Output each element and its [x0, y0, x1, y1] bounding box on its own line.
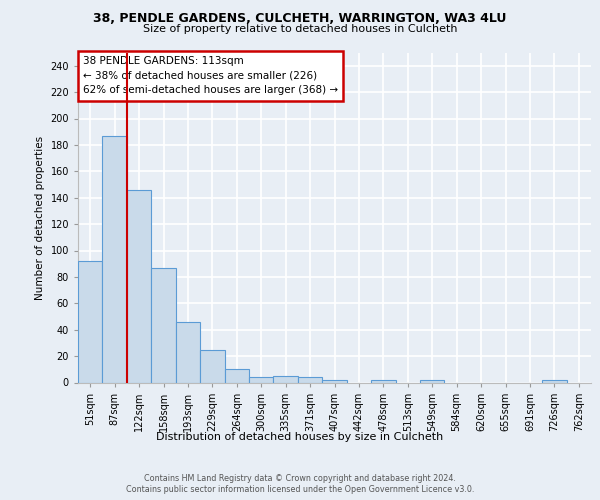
- Bar: [274, 376, 298, 382]
- Y-axis label: Number of detached properties: Number of detached properties: [35, 136, 45, 300]
- Text: 38, PENDLE GARDENS, CULCHETH, WARRINGTON, WA3 4LU: 38, PENDLE GARDENS, CULCHETH, WARRINGTON…: [94, 12, 506, 26]
- Bar: [224, 370, 249, 382]
- Bar: [322, 380, 347, 382]
- Bar: [249, 377, 274, 382]
- Bar: [78, 261, 103, 382]
- Bar: [127, 190, 151, 382]
- Bar: [103, 136, 127, 382]
- Bar: [151, 268, 176, 382]
- Text: Distribution of detached houses by size in Culcheth: Distribution of detached houses by size …: [157, 432, 443, 442]
- Bar: [542, 380, 566, 382]
- Text: Contains public sector information licensed under the Open Government Licence v3: Contains public sector information licen…: [126, 485, 474, 494]
- Text: Size of property relative to detached houses in Culcheth: Size of property relative to detached ho…: [143, 24, 457, 34]
- Bar: [371, 380, 395, 382]
- Bar: [298, 377, 322, 382]
- Text: 38 PENDLE GARDENS: 113sqm
← 38% of detached houses are smaller (226)
62% of semi: 38 PENDLE GARDENS: 113sqm ← 38% of detac…: [83, 56, 338, 96]
- Bar: [420, 380, 445, 382]
- Bar: [176, 322, 200, 382]
- Bar: [200, 350, 224, 382]
- Text: Contains HM Land Registry data © Crown copyright and database right 2024.: Contains HM Land Registry data © Crown c…: [144, 474, 456, 483]
